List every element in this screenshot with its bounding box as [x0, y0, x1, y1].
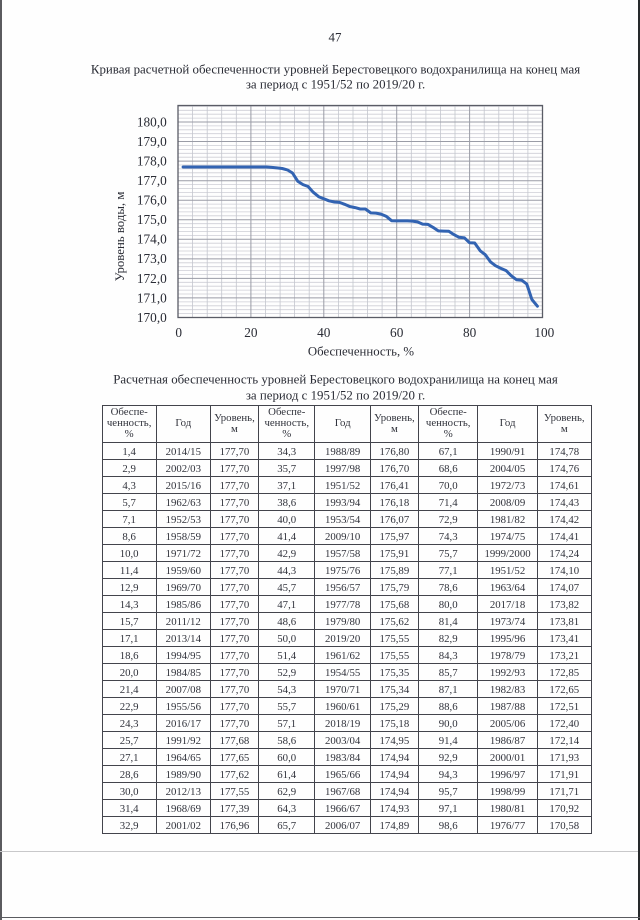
svg-text:0: 0 — [175, 325, 182, 340]
svg-text:170,0: 170,0 — [137, 310, 167, 325]
svg-text:176,0: 176,0 — [137, 193, 167, 208]
svg-text:Обеспеченность, %: Обеспеченность, % — [308, 345, 415, 359]
svg-text:20: 20 — [244, 325, 258, 340]
svg-text:60: 60 — [390, 325, 404, 340]
svg-text:177,0: 177,0 — [137, 173, 167, 188]
svg-text:174,0: 174,0 — [137, 232, 167, 247]
svg-text:40: 40 — [317, 325, 331, 340]
svg-text:173,0: 173,0 — [137, 251, 167, 266]
svg-text:172,0: 172,0 — [137, 271, 167, 286]
svg-text:178,0: 178,0 — [137, 154, 167, 169]
svg-text:Уровень воды, м: Уровень воды, м — [113, 192, 127, 282]
svg-text:80: 80 — [463, 325, 477, 340]
svg-text:175,0: 175,0 — [137, 212, 167, 227]
svg-text:179,0: 179,0 — [137, 134, 167, 149]
svg-text:100: 100 — [534, 325, 554, 340]
svg-text:171,0: 171,0 — [137, 290, 167, 305]
svg-text:180,0: 180,0 — [137, 114, 167, 129]
